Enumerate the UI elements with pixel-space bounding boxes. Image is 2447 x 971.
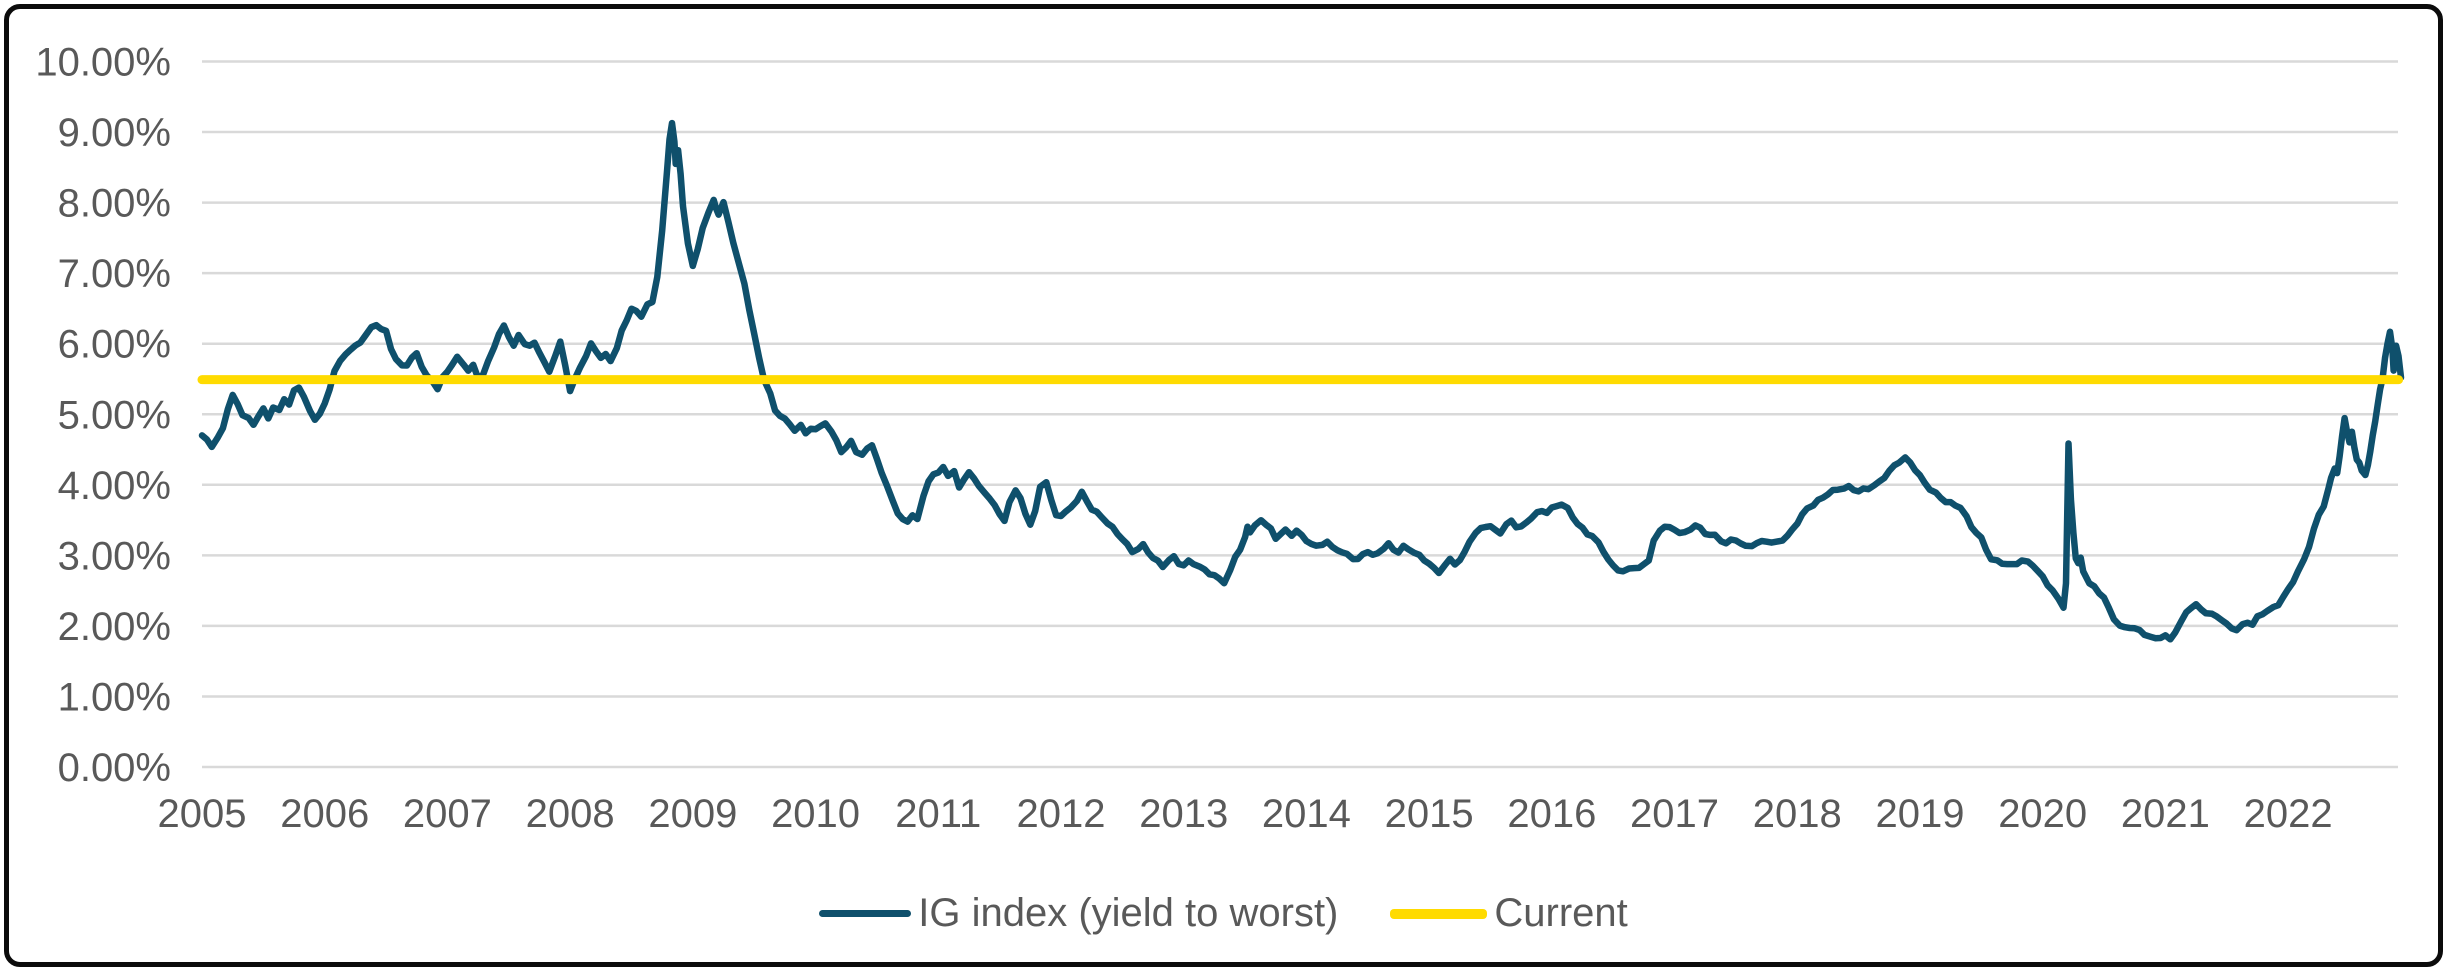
x-axis-tick-label: 2018 xyxy=(1753,792,1842,836)
x-axis-tick-label: 2011 xyxy=(895,792,981,836)
current-legend-swatch xyxy=(1390,908,1488,919)
x-axis-tick-label: 2014 xyxy=(1262,792,1351,836)
x-axis-tick-label: 2007 xyxy=(403,792,492,836)
x-axis-tick-label: 2013 xyxy=(1139,792,1228,836)
legend-label: IG index (yield to worst) xyxy=(918,891,1339,935)
legend-item-ig-index: IG index (yield to worst) xyxy=(819,891,1338,936)
gridlines xyxy=(202,60,2398,769)
y-axis-tick-label: 3.00% xyxy=(58,534,171,578)
ig-index-legend-swatch xyxy=(819,910,912,917)
x-axis-tick-label: 2006 xyxy=(280,792,369,836)
chart-frame: 0.00% 1.00% 2.00% 3.00% 4.00% 5.00% 6.00% 7.00%… xyxy=(4,4,2443,967)
x-axis-tick-label: 2012 xyxy=(1016,792,1105,836)
legend-label: Current xyxy=(1494,891,1628,935)
y-axis-tick-label: 5.00% xyxy=(58,393,171,437)
x-axis-tick-label: 2005 xyxy=(158,792,247,836)
x-axis-tick-label: 2020 xyxy=(1998,792,2087,836)
x-axis-tick-label: 2010 xyxy=(771,792,860,836)
y-axis-tick-label: 10.00% xyxy=(35,41,171,85)
y-axis-tick-label: 7.00% xyxy=(58,252,171,296)
legend-item-current: Current xyxy=(1390,891,1628,936)
y-axis-labels: 0.00% 1.00% 2.00% 3.00% 4.00% 5.00% 6.00% 7.00%… xyxy=(35,41,171,791)
y-axis-tick-label: 9.00% xyxy=(58,111,171,155)
x-axis-labels: 2005 2006 2007 2008 2009 2010 2011 2012 2013 2014… xyxy=(158,792,2333,836)
y-axis-tick-label: 4.00% xyxy=(58,464,171,508)
y-axis-tick-label: 1.00% xyxy=(58,675,171,719)
ig-index-line-series xyxy=(198,119,2405,643)
x-axis-tick-label: 2022 xyxy=(2244,792,2333,836)
y-axis-tick-label: 0.00% xyxy=(58,746,171,790)
y-axis-tick-label: 8.00% xyxy=(58,182,171,226)
line-chart: 0.00% 1.00% 2.00% 3.00% 4.00% 5.00% 6.00% 7.00%… xyxy=(35,41,2405,836)
x-axis-tick-label: 2015 xyxy=(1385,792,1474,836)
chart-legend: IG index (yield to worst) Current xyxy=(9,891,2438,936)
x-axis-tick-label: 2019 xyxy=(1875,792,1964,836)
x-axis-tick-label: 2009 xyxy=(648,792,737,836)
x-axis-tick-label: 2016 xyxy=(1507,792,1596,836)
x-axis-tick-label: 2008 xyxy=(526,792,615,836)
y-axis-tick-label: 6.00% xyxy=(58,323,171,367)
x-axis-tick-label: 2017 xyxy=(1630,792,1719,836)
x-axis-tick-label: 2021 xyxy=(2121,792,2210,836)
y-axis-tick-label: 2.00% xyxy=(58,605,171,649)
